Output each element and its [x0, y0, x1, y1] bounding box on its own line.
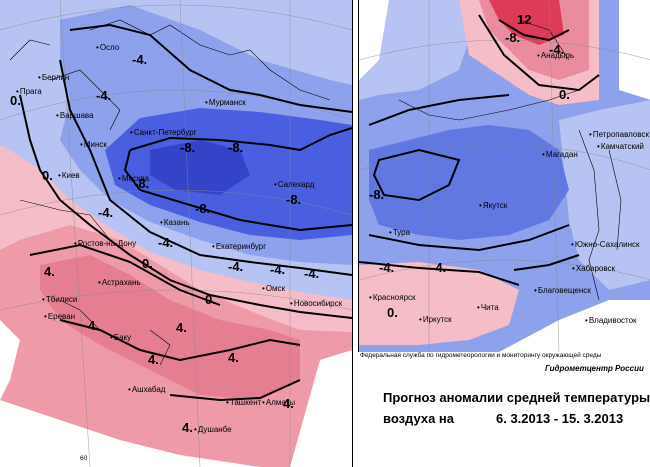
isoline-label: 0. — [142, 256, 153, 271]
isoline-label: -8. — [228, 140, 244, 155]
right-anomaly-map: 12 -8. -4. 0. -8. -4. -4. 0. Анадырь Пет… — [358, 0, 650, 352]
isoline-label: -4. — [431, 260, 447, 275]
core-cold-zone — [150, 140, 250, 195]
left-anomaly-map: -4. -4. 0. 0. -8. -8. -8. -8. -8. -4. -4… — [0, 0, 353, 467]
outside-domain — [0, 320, 352, 467]
city-label: Алматы — [262, 398, 295, 407]
isoline-label: 4. — [228, 350, 239, 365]
city-label: Салехард — [274, 180, 315, 189]
isoline-label: -4. — [304, 266, 320, 281]
map-title-line1: Прогноз аномалии средней температуры — [383, 390, 650, 405]
isoline-label: 12 — [517, 12, 532, 27]
left-map-graphic — [0, 0, 352, 467]
isoline-minus8 — [123, 127, 352, 232]
isoline-label: 0. — [387, 305, 398, 320]
city-label: Душанбе — [194, 425, 232, 434]
hot-zone — [40, 255, 300, 400]
isoline-label: -4. — [98, 205, 114, 220]
city-label: Новосибирск — [290, 299, 342, 308]
agency-name: Гидрометцентр России — [545, 364, 644, 373]
city-label: Прага — [16, 87, 42, 96]
city-label: Санкт-Петербург — [130, 128, 197, 137]
city-label: Киев — [58, 171, 80, 180]
isoline-label: -4. — [132, 52, 148, 67]
isoline-label: -4. — [270, 262, 286, 277]
city-label: Камчатский — [597, 142, 644, 151]
city-label: Хабаровск — [572, 264, 615, 273]
graticule — [0, 0, 352, 467]
agency-credit: Федеральная служба по гидрометеорологии … — [360, 352, 602, 359]
isoline-label: -8. — [369, 187, 385, 202]
isoline-label: -4. — [96, 88, 112, 103]
isoline-label: 4. — [88, 318, 99, 333]
isoline-zero — [359, 14, 600, 286]
city-label: Тура — [389, 228, 410, 237]
date-range: 6. 3.2013 - 15. 3.2013 — [496, 411, 624, 426]
city-label: Ашхабад — [128, 385, 166, 394]
city-label: Владивосток — [585, 316, 637, 325]
city-label: Благовещенск — [534, 286, 591, 295]
city-label: Екатеринбург — [212, 242, 266, 251]
city-label: Чита — [477, 303, 499, 312]
city-label: Осло — [96, 43, 119, 52]
isoline-label: -4. — [158, 235, 174, 250]
city-label: Ереван — [44, 312, 75, 321]
isoline-label: 0. — [559, 87, 570, 102]
isoline-label: -4. — [228, 259, 244, 274]
city-label: Красноярск — [369, 293, 416, 302]
isoline-label: 0. — [205, 292, 216, 307]
isoline-label: -4. — [379, 260, 395, 275]
city-label: Мурманск — [205, 98, 246, 107]
city-label: Анадырь — [537, 51, 574, 60]
city-label: Москва — [118, 174, 149, 183]
city-label: Баку — [110, 333, 131, 342]
city-label: Омск — [262, 284, 285, 293]
city-label: Иркутск — [419, 315, 452, 324]
city-label: Ташкент — [226, 398, 262, 407]
city-label: Ростов-на-Дону — [74, 239, 136, 248]
mild-cold-zone — [359, 0, 650, 290]
isoline-label: 0. — [10, 93, 21, 108]
map-title-line2: воздуха на — [383, 411, 455, 426]
isoline-minus8 — [372, 19, 570, 202]
city-label: Южно-Сахалинск — [571, 240, 640, 249]
axis-label: 60 — [80, 455, 88, 462]
isoline-label: 4. — [182, 420, 193, 435]
city-label: Минск — [80, 140, 107, 149]
city-label: Казань — [160, 218, 190, 227]
isoline-label: -8. — [180, 140, 196, 155]
city-label: Тбилиси — [42, 295, 78, 304]
isoline-label: -8. — [286, 192, 302, 207]
isoline-label: -8. — [195, 201, 211, 216]
isoline-label: 4. — [176, 320, 187, 335]
coastline — [398, 19, 622, 301]
isoline-label: 0. — [42, 168, 53, 183]
isoline-label: -8. — [505, 30, 521, 45]
isoline-minus4 — [368, 94, 580, 271]
isoline-minus4 — [59, 23, 352, 276]
warm-bottom-zone — [359, 262, 519, 345]
city-label: Берлин — [38, 73, 69, 82]
city-label: Магадан — [542, 150, 578, 159]
isoline-label: 4. — [148, 352, 159, 367]
graticule — [359, 0, 650, 352]
city-label: Якутск — [479, 201, 507, 210]
city-label: Варшава — [56, 111, 94, 120]
isoline-zero — [19, 94, 352, 319]
isoline-label: 4. — [44, 264, 55, 279]
city-label: Астрахань — [98, 278, 141, 287]
city-label: Петропавловск — [589, 130, 649, 139]
